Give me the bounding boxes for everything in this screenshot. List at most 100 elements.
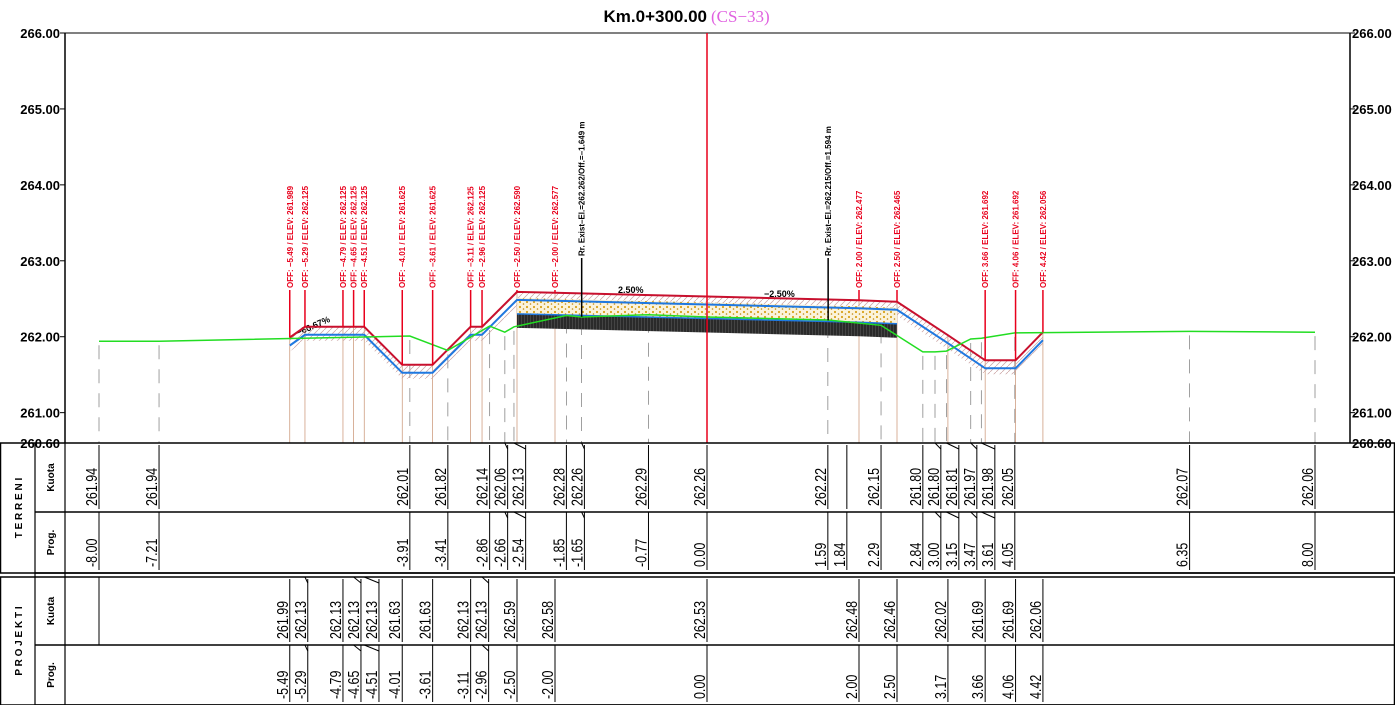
elevation-label: 262.00	[1352, 330, 1392, 345]
cell-value: 262.01	[394, 468, 412, 506]
cell-value: 1.59	[812, 543, 830, 567]
section-label: P R O J E K T I	[14, 606, 25, 675]
cell-value: 262.13	[328, 601, 346, 639]
cell-value: 262.06	[492, 468, 510, 506]
cell-value: 262.13	[346, 601, 364, 639]
cell-value: 262.13	[455, 601, 473, 639]
annotation: OFF: 3.66 / ELEV: 261.692	[981, 190, 990, 288]
cell-value: 262.13	[364, 601, 382, 639]
cell-value: 262.13	[292, 601, 310, 639]
annotation: OFF: 2.50 / ELEV: 262.465	[893, 190, 902, 288]
cell-value: 3.17	[933, 675, 951, 699]
cell-divider	[353, 576, 362, 584]
cell-value: -1.85	[551, 539, 569, 567]
cell-value: -7.21	[144, 539, 162, 567]
cell-divider	[946, 442, 960, 450]
cell-value: -4.01	[387, 671, 405, 699]
cell-value: 262.13	[510, 468, 528, 506]
cell-divider	[304, 644, 309, 652]
annotation: OFF: −3.61 / ELEV: 261.625	[429, 185, 438, 288]
cell-divider	[364, 644, 380, 652]
elevation-label: 264.00	[1352, 178, 1392, 193]
title: Km.0+300.00	[604, 7, 708, 26]
cell-value: 261.69	[970, 601, 988, 639]
elevation-label: 262.00	[20, 330, 60, 345]
annotation: OFF: −5.49 / ELEV: 261.989	[286, 185, 295, 288]
cell-value: -3.91	[394, 539, 412, 567]
cell-value: -5.49	[274, 671, 292, 699]
cell-value: -1.65	[569, 539, 587, 567]
cell-divider	[504, 442, 509, 450]
cell-divider	[481, 644, 489, 652]
annotation: OFF: −4.79 / ELEV: 262.125	[339, 185, 348, 288]
row-label: Prog.	[46, 530, 57, 556]
cell-divider	[934, 442, 942, 450]
subtitle: (CS−33)	[711, 7, 770, 26]
elevation-label: 266.00	[20, 26, 60, 41]
row-label: Kuota	[46, 596, 57, 625]
cell-value: -2.00	[540, 671, 558, 699]
cell-value: 3.61	[979, 543, 997, 567]
cell-value: 262.58	[540, 601, 558, 639]
cell-divider	[946, 511, 960, 519]
cell-value: 262.14	[474, 468, 492, 506]
cell-value: 262.02	[933, 601, 951, 639]
cell-value: 262.26	[692, 468, 710, 506]
elevation-label: 263.00	[20, 254, 60, 269]
annotation: OFF: −2.96 / ELEV: 262.125	[478, 185, 487, 288]
design-line	[289, 290, 1044, 366]
annotation: OFF: −2.00 / ELEV: 262.577	[551, 185, 560, 288]
cell-value: -2.86	[474, 539, 492, 567]
cell-value: 3.00	[925, 543, 943, 567]
cell-value: 261.94	[144, 468, 162, 506]
cell-divider	[304, 576, 309, 584]
cell-value: -2.50	[502, 671, 520, 699]
cell-value: 262.28	[551, 468, 569, 506]
annotation: OFF: 4.06 / ELEV: 261.692	[1012, 190, 1021, 288]
annotation: OFF: −4.51 / ELEV: 262.125	[360, 185, 369, 288]
cell-value: 2.00	[844, 675, 862, 699]
cell-value: 261.98	[979, 468, 997, 506]
cell-value: 262.59	[502, 601, 520, 639]
cell-value: 262.46	[882, 601, 900, 639]
cell-value: 262.26	[569, 468, 587, 506]
cell-value: -3.11	[455, 671, 473, 699]
cell-divider	[504, 511, 509, 519]
cell-divider	[513, 511, 526, 519]
annotation: OFF: −4.65 / ELEV: 262.125	[350, 185, 359, 288]
cell-divider	[981, 511, 996, 519]
elevation-label: 265.00	[20, 102, 60, 117]
cell-value: 261.69	[1000, 601, 1018, 639]
cell-value: 8.00	[1300, 543, 1318, 567]
annotation: OFF: −5.29 / ELEV: 262.125	[301, 185, 310, 288]
cell-value: -4.65	[346, 671, 364, 699]
cell-value: -5.29	[292, 671, 310, 699]
cell-value: 262.53	[692, 601, 710, 639]
cell-value: -4.79	[328, 671, 346, 699]
cell-value: 262.22	[812, 468, 830, 506]
cell-value: 2.50	[882, 675, 900, 699]
cell-value: 2.29	[866, 543, 884, 567]
cell-value: -3.61	[417, 671, 435, 699]
cell-divider	[481, 576, 489, 584]
cell-value: -2.54	[510, 539, 528, 567]
cell-value: 261.80	[907, 468, 925, 506]
cell-divider	[970, 511, 978, 519]
annotation: OFF: −2.50 / ELEV: 262.590	[513, 185, 522, 288]
elevation-label: 261.00	[20, 406, 60, 421]
cell-value: 262.29	[633, 468, 651, 506]
cell-divider	[513, 442, 526, 450]
cell-divider	[981, 442, 996, 450]
cell-value: -0.77	[633, 539, 651, 567]
row-label: Kuota	[46, 463, 57, 492]
cell-value: 261.94	[84, 468, 102, 506]
cell-value: 261.63	[417, 601, 435, 639]
cell-value: 3.66	[970, 675, 988, 699]
cell-value: -2.66	[492, 539, 510, 567]
cell-value: 262.15	[866, 468, 884, 506]
cell-value: 261.80	[925, 468, 943, 506]
elevation-label: 266.00	[1352, 26, 1392, 41]
annotation: OFF: 4.42 / ELEV: 262.056	[1039, 190, 1048, 288]
slope-label: −2.50%	[764, 289, 795, 299]
